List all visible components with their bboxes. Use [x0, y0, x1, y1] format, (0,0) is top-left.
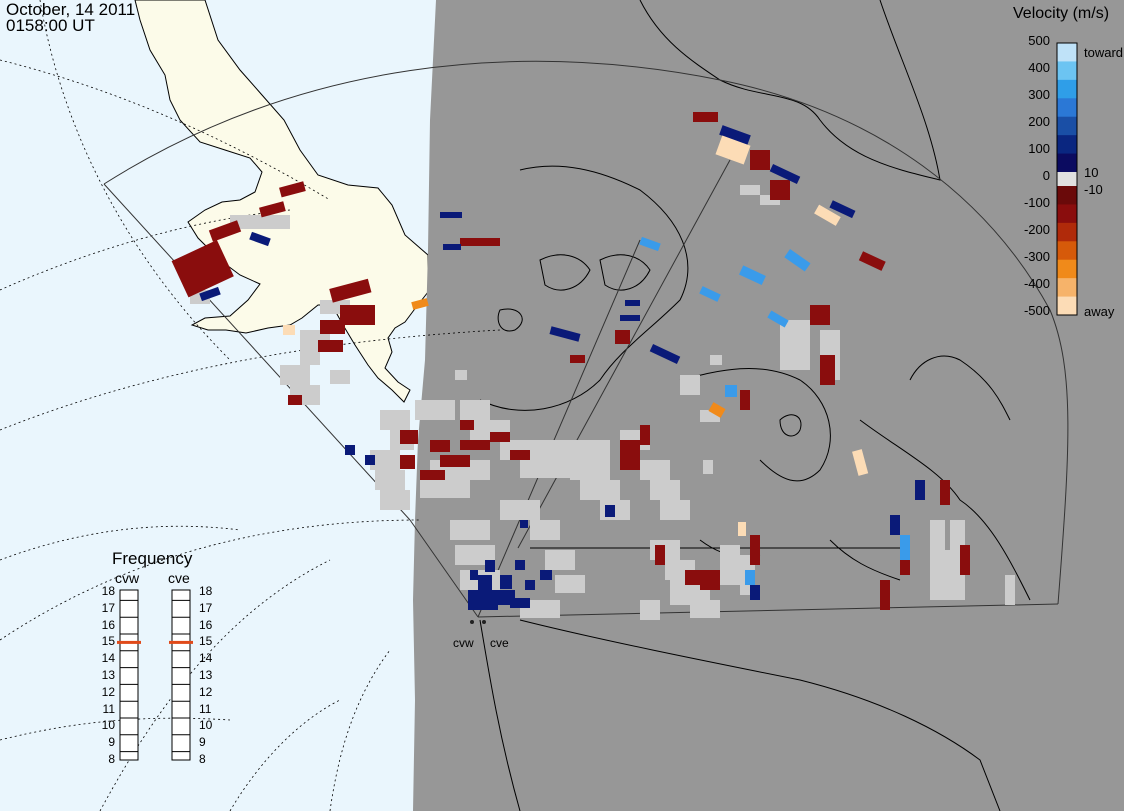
frequency-tick-label: 9 [108, 735, 115, 750]
velocity-inner-tick-minus10: -10 [1084, 182, 1103, 197]
radar-site-cve [482, 620, 486, 624]
frequency-tick-label: 14 [101, 651, 115, 666]
velocity-inner-tick-10: 10 [1084, 165, 1099, 180]
colorbar-segment [1057, 222, 1077, 242]
colorbar-segment [1057, 79, 1077, 99]
frequency-tick-label: 17 [101, 600, 115, 615]
velocity-fast-toward-cells [639, 236, 910, 585]
site-label-cve: cve [490, 636, 509, 650]
frequency-tick-label: 10 [101, 718, 115, 733]
velocity-tick-label: -500 [1023, 303, 1050, 318]
coastlines [479, 0, 1031, 811]
freq-marker-cvw [117, 640, 141, 644]
colorbar-segment [1057, 98, 1077, 118]
frequency-tick-label: 11 [102, 701, 115, 716]
lat-lon-grid [0, 0, 501, 811]
colorbar-segment [1057, 135, 1077, 155]
colorbar-ground-band [1057, 172, 1077, 186]
nightside-region [413, 0, 1124, 811]
site-label-cvw: cvw [453, 636, 474, 650]
near-radar-cluster [468, 560, 552, 610]
date-label: October, 14 2011 [6, 0, 136, 19]
radar-site-cvw [470, 620, 474, 624]
velocity-tick-label: -300 [1023, 249, 1050, 264]
colorbar-segment [1057, 116, 1077, 136]
velocity-scale-title: Velocity (m/s) [1013, 5, 1110, 22]
colorbar-frame [1056, 42, 1078, 316]
frequency-tick-label: 17 [199, 600, 213, 615]
frequency-tick-label: 11 [199, 701, 212, 716]
velocity-colorbar [1056, 42, 1078, 316]
frequency-tick-label: 15 [199, 634, 213, 649]
colorbar-segment [1057, 259, 1077, 279]
velocity-away-label: away [1084, 304, 1115, 319]
fov-outline [103, 60, 1069, 618]
frequency-radar-cvw: cvw [115, 570, 140, 586]
frequency-tick-label: 8 [108, 752, 115, 766]
freq-marker-cve [169, 640, 193, 644]
velocity-tick-label: 200 [1028, 114, 1050, 129]
velocity-toward-cells [199, 125, 925, 600]
frequency-tick-label: 12 [199, 684, 213, 699]
velocity-away-cells [171, 112, 970, 610]
velocity-fast-away-cells [283, 135, 869, 536]
colorbar-segment [1057, 296, 1077, 316]
colorbar-segment [1057, 241, 1077, 261]
frequency-tick-label: 12 [101, 684, 115, 699]
frequency-tick-label: 18 [199, 584, 213, 598]
alaska-land [134, 0, 429, 403]
colorbar-segment [1057, 186, 1077, 205]
velocity-tick-label: 400 [1028, 60, 1050, 75]
velocity-tick-label: -400 [1023, 276, 1050, 291]
colorbar-segment [1057, 204, 1077, 224]
velocity-tick-label: 300 [1028, 87, 1050, 102]
velocity-tick-label: -200 [1023, 222, 1050, 237]
frequency-tick-label: 10 [199, 718, 213, 733]
frequency-tick-label: 13 [101, 668, 115, 682]
time-label: 0158:00 UT [6, 16, 95, 35]
frequency-tick-label: 14 [199, 651, 213, 666]
colorbar-segment [1057, 153, 1077, 173]
velocity-tick-label: 500 [1028, 33, 1050, 48]
frequency-tick-label: 13 [199, 668, 213, 682]
frequency-gauges [117, 589, 193, 761]
frequency-tick-label: 16 [101, 617, 115, 632]
frequency-tick-label: 15 [101, 634, 115, 649]
frequency-tick-label: 16 [199, 617, 213, 632]
velocity-toward-label: toward [1084, 45, 1124, 60]
velocity-tick-label: 100 [1028, 141, 1050, 156]
frequency-radar-cve: cve [168, 570, 190, 586]
frequency-panel-title: Frequency [112, 549, 193, 568]
frequency-tick-label: 9 [199, 735, 206, 750]
colorbar-segment [1057, 43, 1077, 62]
frequency-tick-label: 18 [101, 584, 115, 598]
frequency-tick-label: 8 [199, 752, 206, 766]
velocity-orange-cells [411, 298, 726, 418]
velocity-tick-label: -100 [1023, 195, 1050, 210]
velocity-tick-label: 0 [1042, 168, 1050, 183]
colorbar-segment [1057, 278, 1077, 298]
colorbar-segment [1057, 61, 1077, 81]
